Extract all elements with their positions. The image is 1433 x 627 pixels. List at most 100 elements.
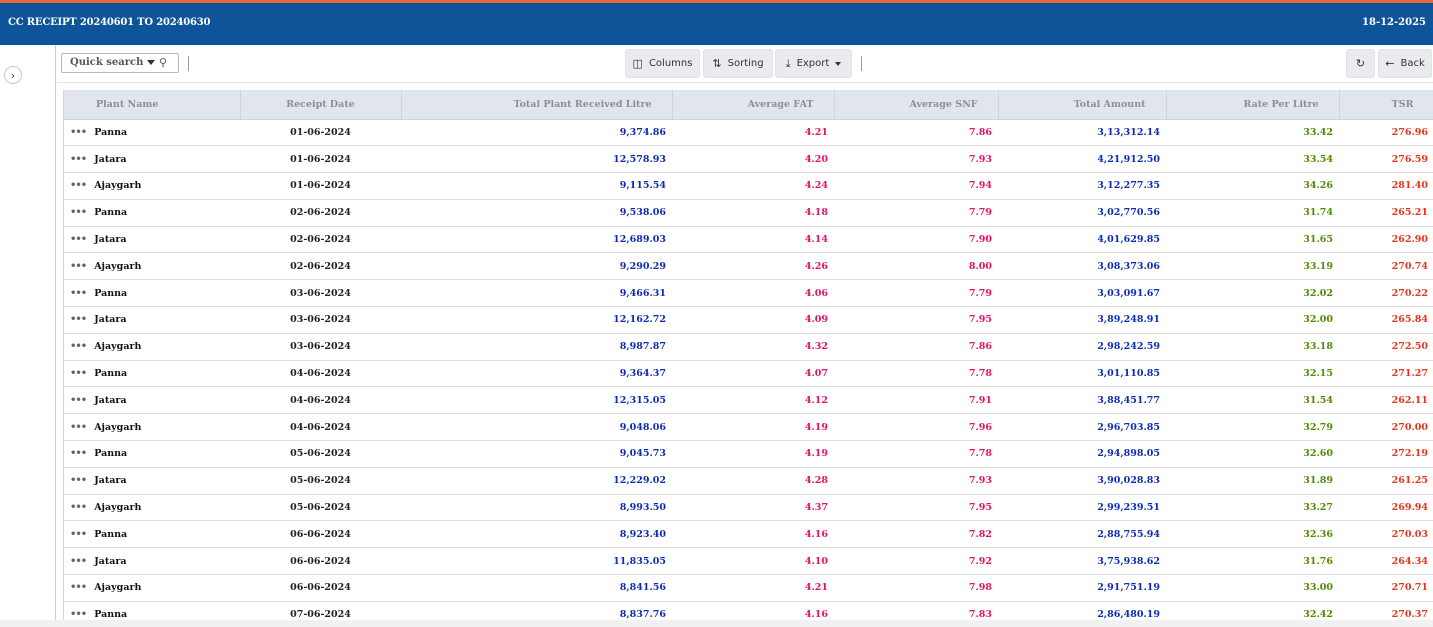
col-header-total-litre[interactable]: Total Plant Received Litre [401, 90, 673, 120]
row-menu-icon[interactable]: ••• [70, 153, 87, 165]
table-row[interactable]: ••• Ajaygarh 03-06-2024 8,987.87 4.32 7.86 2,9… [64, 333, 1433, 361]
cell-total-amount: 2,88,755.94 [998, 520, 1166, 549]
export-button[interactable]: ⤓ Export [775, 49, 852, 78]
columns-icon: ◫ [632, 57, 643, 70]
download-icon: ⤓ [785, 56, 791, 70]
cell-plant-name: ••• Ajaygarh [64, 172, 240, 200]
cell-tsr: 269.94 [1339, 494, 1433, 522]
table-row[interactable]: ••• Ajaygarh 01-06-2024 9,115.54 4.24 7.94 3,1… [64, 172, 1433, 200]
row-menu-icon[interactable]: ••• [70, 180, 87, 192]
quick-search-input[interactable]: Quick search ⚲ [61, 53, 179, 73]
cell-total-litre: 9,538.06 [401, 199, 672, 227]
cell-receipt-date: 03-06-2024 [240, 306, 401, 334]
cell-tsr-value: 271.27 [1391, 368, 1428, 380]
sort-icon: ⇅ [712, 57, 722, 70]
row-menu-icon[interactable]: ••• [70, 207, 87, 219]
cell-avg-fat-value: 4.21 [804, 582, 828, 594]
back-button[interactable]: ← Back [1378, 49, 1432, 78]
col-header-avg-snf[interactable]: Average SNF [834, 90, 999, 120]
cell-total-amount-value: 2,88,755.94 [1097, 528, 1160, 540]
table-row[interactable]: ••• Jatara 02-06-2024 12,689.03 4.14 7.90 4,01… [64, 226, 1433, 254]
cell-total-amount-value: 2,94,898.05 [1097, 448, 1160, 460]
row-menu-icon[interactable]: ••• [70, 475, 87, 487]
cell-total-amount: 3,01,110.85 [998, 360, 1166, 388]
row-menu-icon[interactable]: ••• [70, 341, 87, 353]
cell-receipt-date: 06-06-2024 [240, 574, 401, 602]
cell-total-litre-value: 12,578.93 [613, 153, 666, 165]
cell-rate-per-litre-value: 32.00 [1303, 314, 1333, 326]
row-menu-icon[interactable]: ••• [70, 126, 87, 138]
cell-rate-per-litre: 31.65 [1166, 226, 1339, 254]
cell-avg-fat: 4.24 [672, 172, 834, 200]
table-row[interactable]: ••• Ajaygarh 04-06-2024 9,048.06 4.19 7.96 2,9… [64, 413, 1433, 442]
row-menu-icon[interactable]: ••• [70, 582, 87, 594]
table-row[interactable]: ••• Panna 05-06-2024 9,045.73 4.19 7.78 2,94,8… [64, 440, 1433, 468]
table-row[interactable]: ••• Ajaygarh 06-06-2024 8,841.56 4.21 7.98 2,9… [64, 574, 1433, 602]
row-menu-icon[interactable]: ••• [70, 502, 87, 514]
refresh-button[interactable]: ↻ [1346, 49, 1375, 78]
table-row[interactable]: ••• Panna 03-06-2024 9,466.31 4.06 7.79 3,03,0… [64, 279, 1433, 308]
cell-tsr-value: 262.11 [1391, 394, 1428, 406]
search-icon[interactable]: ⚲ [159, 56, 168, 69]
cell-receipt-date-value: 01-06-2024 [290, 126, 351, 138]
cell-avg-snf-value: 7.78 [968, 448, 992, 460]
cell-total-amount: 3,89,248.91 [998, 306, 1166, 334]
table-row[interactable]: ••• Jatara 01-06-2024 12,578.93 4.20 7.93 4,21… [64, 145, 1433, 174]
cell-rate-per-litre: 31.74 [1166, 199, 1339, 227]
cell-total-litre-value: 8,993.50 [619, 502, 666, 514]
cell-receipt-date: 01-06-2024 [240, 172, 401, 200]
expand-panel-button[interactable]: › [4, 66, 22, 84]
cell-total-amount: 3,02,770.56 [998, 199, 1166, 227]
table-row[interactable]: ••• Panna 06-06-2024 8,923.40 4.16 7.82 2,88,7… [64, 520, 1433, 549]
cell-total-litre: 8,923.40 [401, 520, 672, 549]
table-row[interactable]: ••• Jatara 03-06-2024 12,162.72 4.09 7.95 3,89… [64, 306, 1433, 334]
cell-plant-name-value: Ajaygarh [94, 260, 142, 272]
row-menu-icon[interactable]: ••• [70, 234, 87, 246]
cell-tsr-value: 270.03 [1391, 528, 1428, 540]
caret-down-icon[interactable] [147, 60, 155, 65]
cell-total-litre-value: 9,374.86 [619, 126, 666, 138]
cell-avg-snf-value: 7.91 [968, 394, 992, 406]
row-menu-icon[interactable]: ••• [70, 448, 87, 460]
table-row[interactable]: ••• Ajaygarh 05-06-2024 8,993.50 4.37 7.95 2,9… [64, 494, 1433, 522]
table-row[interactable]: ••• Panna 07-06-2024 8,837.76 4.16 7.83 2,86,4… [64, 601, 1433, 620]
table-row[interactable]: ••• Panna 01-06-2024 9,374.86 4.21 7.86 3,13,3… [64, 119, 1433, 147]
col-header-tsr[interactable]: TSR [1339, 90, 1433, 120]
row-menu-icon[interactable]: ••• [70, 287, 87, 299]
row-menu-icon[interactable]: ••• [70, 260, 87, 272]
row-menu-icon[interactable]: ••• [70, 368, 87, 380]
cell-total-amount-value: 2,98,242.59 [1097, 341, 1160, 353]
row-menu-icon[interactable]: ••• [70, 528, 87, 540]
cell-total-litre-value: 8,987.87 [619, 341, 666, 353]
row-menu-icon[interactable]: ••• [70, 421, 87, 433]
table-row[interactable]: ••• Panna 02-06-2024 9,538.06 4.18 7.79 3,02,7… [64, 199, 1433, 227]
cell-avg-snf: 8.00 [834, 252, 998, 281]
cell-total-litre: 9,374.86 [401, 119, 672, 147]
cell-rate-per-litre: 34.26 [1166, 172, 1339, 200]
cell-avg-snf: 7.78 [834, 440, 998, 468]
col-header-avg-fat[interactable]: Average FAT [672, 90, 835, 120]
table-row[interactable]: ••• Jatara 05-06-2024 12,229.02 4.28 7.93 3,90… [64, 467, 1433, 495]
cell-total-amount: 2,96,703.85 [998, 413, 1166, 442]
table-row[interactable]: ••• Jatara 04-06-2024 12,315.05 4.12 7.91 3,88… [64, 386, 1433, 415]
col-header-plant-name[interactable]: Plant Name [64, 90, 241, 120]
row-menu-icon[interactable]: ••• [70, 555, 87, 567]
table-row[interactable]: ••• Jatara 06-06-2024 11,835.05 4.10 7.92 3,75… [64, 547, 1433, 576]
cell-rate-per-litre-value: 32.79 [1303, 421, 1333, 433]
columns-button[interactable]: ◫ Columns [625, 49, 700, 78]
cell-avg-fat: 4.28 [672, 467, 834, 495]
row-menu-icon[interactable]: ••• [70, 609, 87, 620]
cell-plant-name: ••• Panna [64, 279, 240, 308]
cell-total-litre: 9,048.06 [401, 413, 672, 442]
sorting-button[interactable]: ⇅ Sorting [703, 49, 773, 78]
col-header-rate-per-litre[interactable]: Rate Per Litre [1166, 90, 1340, 120]
table-row[interactable]: ••• Panna 04-06-2024 9,364.37 4.07 7.78 3,01,1… [64, 360, 1433, 388]
table-row[interactable]: ••• Ajaygarh 02-06-2024 9,290.29 4.26 8.00 3,0… [64, 252, 1433, 281]
col-header-receipt-date[interactable]: Receipt Date [240, 90, 402, 120]
cell-tsr: 270.74 [1339, 252, 1433, 281]
cell-avg-snf: 7.98 [834, 574, 998, 602]
row-menu-icon[interactable]: ••• [70, 394, 87, 406]
cell-tsr: 271.27 [1339, 360, 1433, 388]
col-header-total-amount[interactable]: Total Amount [998, 90, 1167, 120]
row-menu-icon[interactable]: ••• [70, 314, 87, 326]
